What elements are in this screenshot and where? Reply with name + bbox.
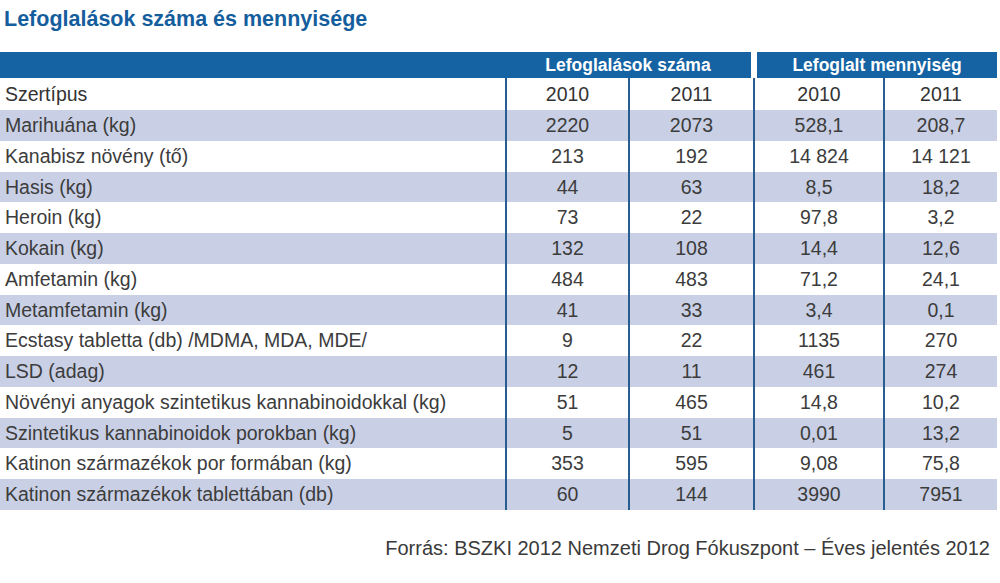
- column-header-year: 2010: [753, 78, 883, 110]
- table-row: Amfetamin (kg)48448371,224,1: [0, 264, 997, 295]
- table-row: Heroin (kg)732297,83,2: [0, 202, 997, 233]
- row-label: Kanabisz növény (tő): [0, 141, 505, 172]
- table-column-header-row: Szertípus 2010 2011 2010 2011: [0, 78, 997, 110]
- table-row: Ecstasy tabletta (db) /MDMA, MDA, MDE/92…: [0, 325, 997, 356]
- table-row: Növényi anyagok szintetikus kannabinoido…: [0, 387, 997, 418]
- cell-value: 9,08: [753, 448, 883, 479]
- cell-value: 465: [628, 387, 753, 418]
- cell-value: 12: [505, 356, 628, 387]
- cell-value: 353: [505, 448, 628, 479]
- table-group-header-row: Lefoglalások száma Lefoglalt mennyiség: [0, 52, 997, 78]
- row-label: Marihuána (kg): [0, 110, 505, 141]
- source-citation: Forrás: BSZKI 2012 Nemzeti Drog Fókuszpo…: [385, 537, 990, 560]
- column-header-drug-type: Szertípus: [0, 78, 505, 110]
- seizures-table: Lefoglalások száma Lefoglalt mennyiség S…: [0, 52, 997, 510]
- cell-value: 213: [505, 141, 628, 172]
- cell-value: 595: [628, 448, 753, 479]
- cell-value: 0,01: [753, 418, 883, 449]
- cell-value: 0,1: [883, 295, 997, 326]
- cell-value: 483: [628, 264, 753, 295]
- cell-value: 22: [628, 202, 753, 233]
- row-label: Amfetamin (kg): [0, 264, 505, 295]
- cell-value: 2073: [628, 110, 753, 141]
- cell-value: 73: [505, 202, 628, 233]
- cell-value: 33: [628, 295, 753, 326]
- cell-value: 5: [505, 418, 628, 449]
- cell-value: 11: [628, 356, 753, 387]
- cell-value: 270: [883, 325, 997, 356]
- column-header-year: 2011: [883, 78, 997, 110]
- cell-value: 274: [883, 356, 997, 387]
- cell-value: 18,2: [883, 172, 997, 203]
- row-label: Növényi anyagok szintetikus kannabinoido…: [0, 387, 505, 418]
- cell-value: 528,1: [753, 110, 883, 141]
- cell-value: 3990: [753, 479, 883, 510]
- row-label: Heroin (kg): [0, 202, 505, 233]
- table-row: Katinon származékok por formában (kg)353…: [0, 448, 997, 479]
- group-header-seizure-count: Lefoglalások száma: [0, 52, 751, 78]
- page-title: Lefoglalások száma és mennyisége: [4, 7, 367, 32]
- cell-value: 3,4: [753, 295, 883, 326]
- table-row: Metamfetamin (kg)41333,40,1: [0, 295, 997, 326]
- row-label: Katinon származékok tablettában (db): [0, 479, 505, 510]
- column-header-year: 2010: [505, 78, 628, 110]
- cell-value: 192: [628, 141, 753, 172]
- cell-value: 1135: [753, 325, 883, 356]
- cell-value: 41: [505, 295, 628, 326]
- cell-value: 208,7: [883, 110, 997, 141]
- cell-value: 144: [628, 479, 753, 510]
- cell-value: 12,6: [883, 233, 997, 264]
- column-header-year: 2011: [628, 78, 753, 110]
- cell-value: 484: [505, 264, 628, 295]
- cell-value: 71,2: [753, 264, 883, 295]
- table-body: Marihuána (kg)22202073528,1208,7Kanabisz…: [0, 110, 997, 510]
- row-label: Szintetikus kannabinoidok porokban (kg): [0, 418, 505, 449]
- cell-value: 14 121: [883, 141, 997, 172]
- cell-value: 10,2: [883, 387, 997, 418]
- cell-value: 24,1: [883, 264, 997, 295]
- cell-value: 9: [505, 325, 628, 356]
- row-label: Ecstasy tabletta (db) /MDMA, MDA, MDE/: [0, 325, 505, 356]
- row-label: Kokain (kg): [0, 233, 505, 264]
- cell-value: 2220: [505, 110, 628, 141]
- table-row: LSD (adag)1211461274: [0, 356, 997, 387]
- cell-value: 51: [628, 418, 753, 449]
- cell-value: 63: [628, 172, 753, 203]
- cell-value: 3,2: [883, 202, 997, 233]
- cell-value: 8,5: [753, 172, 883, 203]
- table-row: Hasis (kg)44638,518,2: [0, 172, 997, 203]
- cell-value: 13,2: [883, 418, 997, 449]
- cell-value: 97,8: [753, 202, 883, 233]
- table-row: Marihuána (kg)22202073528,1208,7: [0, 110, 997, 141]
- table-row: Kanabisz növény (tő)21319214 82414 121: [0, 141, 997, 172]
- cell-value: 14,8: [753, 387, 883, 418]
- cell-value: 108: [628, 233, 753, 264]
- cell-value: 461: [753, 356, 883, 387]
- cell-value: 75,8: [883, 448, 997, 479]
- cell-value: 7951: [883, 479, 997, 510]
- cell-value: 51: [505, 387, 628, 418]
- row-label: LSD (adag): [0, 356, 505, 387]
- page: Lefoglalások száma és mennyisége Lefogla…: [0, 0, 1000, 583]
- row-label: Hasis (kg): [0, 172, 505, 203]
- group-header-label: Lefoglalások száma: [505, 52, 751, 78]
- table-row: Katinon származékok tablettában (db)6014…: [0, 479, 997, 510]
- table-row: Kokain (kg)13210814,412,6: [0, 233, 997, 264]
- row-label: Metamfetamin (kg): [0, 295, 505, 326]
- cell-value: 60: [505, 479, 628, 510]
- cell-value: 132: [505, 233, 628, 264]
- cell-value: 14,4: [753, 233, 883, 264]
- table-row: Szintetikus kannabinoidok porokban (kg)5…: [0, 418, 997, 449]
- cell-value: 14 824: [753, 141, 883, 172]
- cell-value: 22: [628, 325, 753, 356]
- cell-value: 44: [505, 172, 628, 203]
- group-header-seized-quantity: Lefoglalt mennyiség: [757, 52, 997, 78]
- row-label: Katinon származékok por formában (kg): [0, 448, 505, 479]
